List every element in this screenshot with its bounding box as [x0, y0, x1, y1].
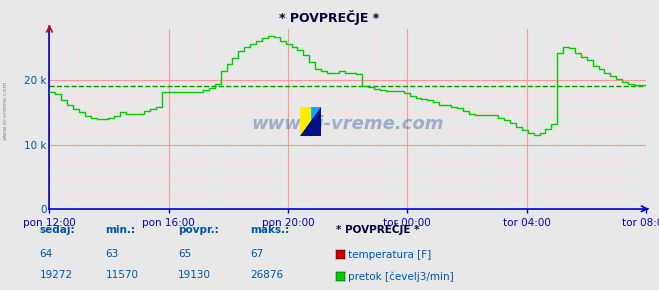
Text: sedaj:: sedaj: — [40, 225, 75, 235]
Text: 11570: 11570 — [105, 270, 138, 280]
Text: 26876: 26876 — [250, 270, 283, 280]
Bar — [300, 107, 310, 136]
Polygon shape — [300, 107, 321, 136]
Text: 64: 64 — [40, 249, 53, 259]
Text: 19130: 19130 — [178, 270, 211, 280]
Text: min.:: min.: — [105, 225, 136, 235]
Text: * POVPREČJE *: * POVPREČJE * — [279, 10, 380, 25]
Text: maks.:: maks.: — [250, 225, 290, 235]
Text: www.si-vreme.com: www.si-vreme.com — [251, 115, 444, 133]
Text: povpr.:: povpr.: — [178, 225, 219, 235]
Text: temperatura [F]: temperatura [F] — [348, 250, 431, 260]
Text: www.si-vreme.com: www.si-vreme.com — [3, 80, 8, 140]
Text: 19272: 19272 — [40, 270, 72, 280]
Text: pretok [čevelj3/min]: pretok [čevelj3/min] — [348, 271, 453, 282]
Text: 65: 65 — [178, 249, 191, 259]
Text: 63: 63 — [105, 249, 119, 259]
Text: * POVPREČJE *: * POVPREČJE * — [336, 224, 420, 235]
Text: 67: 67 — [250, 249, 264, 259]
